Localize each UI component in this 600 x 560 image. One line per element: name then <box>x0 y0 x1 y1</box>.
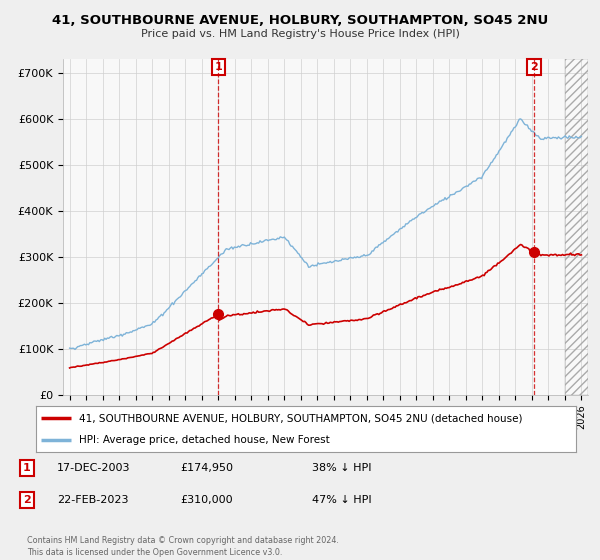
Text: 1: 1 <box>23 463 31 473</box>
Text: £174,950: £174,950 <box>180 463 233 473</box>
Text: 22-FEB-2023: 22-FEB-2023 <box>57 495 128 505</box>
Text: 47% ↓ HPI: 47% ↓ HPI <box>312 495 371 505</box>
Text: 2: 2 <box>530 62 538 72</box>
Text: Contains HM Land Registry data © Crown copyright and database right 2024.
This d: Contains HM Land Registry data © Crown c… <box>27 536 339 557</box>
Text: 2: 2 <box>23 495 31 505</box>
Text: HPI: Average price, detached house, New Forest: HPI: Average price, detached house, New … <box>79 435 330 445</box>
Text: 41, SOUTHBOURNE AVENUE, HOLBURY, SOUTHAMPTON, SO45 2NU (detached house): 41, SOUTHBOURNE AVENUE, HOLBURY, SOUTHAM… <box>79 413 523 423</box>
Text: 38% ↓ HPI: 38% ↓ HPI <box>312 463 371 473</box>
Text: £310,000: £310,000 <box>180 495 233 505</box>
Text: Price paid vs. HM Land Registry's House Price Index (HPI): Price paid vs. HM Land Registry's House … <box>140 29 460 39</box>
Text: 41, SOUTHBOURNE AVENUE, HOLBURY, SOUTHAMPTON, SO45 2NU: 41, SOUTHBOURNE AVENUE, HOLBURY, SOUTHAM… <box>52 14 548 27</box>
Text: 1: 1 <box>214 62 222 72</box>
Text: 17-DEC-2003: 17-DEC-2003 <box>57 463 131 473</box>
